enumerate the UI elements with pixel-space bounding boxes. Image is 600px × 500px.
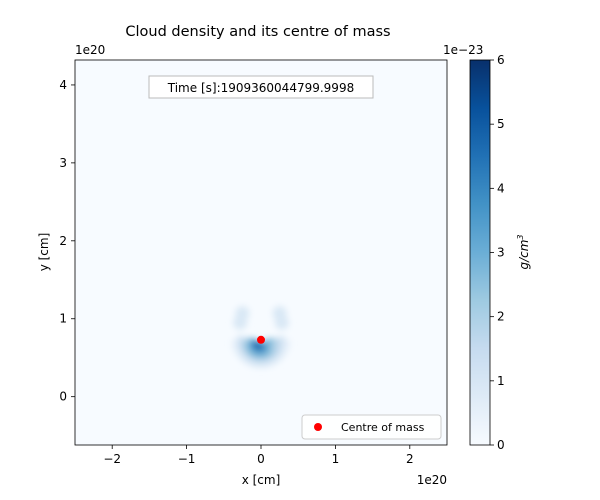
y-axis-label: y [cm]: [37, 233, 51, 272]
colorbar-tick-label: 4: [497, 181, 505, 195]
y-offset-text: 1e20: [75, 43, 105, 57]
time-annotation-text: Time [s]:1909360044799.9998: [167, 81, 354, 95]
y-tick-label: 0: [59, 390, 67, 404]
x-tick-label: −1: [178, 452, 196, 466]
x-tick-label: 0: [257, 452, 265, 466]
legend-marker-centre-of-mass: [314, 423, 322, 431]
y-tick-label: 4: [59, 78, 67, 92]
x-axis-ticks: −2 −1 0 1 2: [103, 445, 414, 466]
colorbar-offset-text: 1e−23: [443, 43, 483, 57]
colorbar-label: g/cm3: [516, 234, 531, 269]
x-tick-label: 1: [332, 452, 340, 466]
centre-of-mass-point: [257, 335, 265, 344]
colorbar: [469, 59, 491, 446]
plot-background: [75, 60, 447, 445]
colorbar-ticks: 0 1 2 3 4 5 6: [490, 53, 505, 452]
time-annotation: Time [s]:1909360044799.9998: [148, 75, 374, 99]
chart-title: Cloud density and its centre of mass: [125, 24, 390, 40]
colorbar-tick-label: 6: [497, 53, 505, 67]
colorbar-label-exponent: 3: [516, 234, 525, 239]
x-tick-label: 2: [406, 452, 414, 466]
colorbar-tick-label: 1: [497, 374, 505, 388]
density-cell: [265, 338, 273, 346]
legend: Centre of mass: [301, 414, 442, 440]
x-axis-label: x [cm]: [242, 473, 281, 487]
colorbar-tick-label: 0: [497, 438, 505, 452]
legend-label: Centre of mass: [341, 421, 425, 434]
y-tick-label: 2: [59, 234, 67, 248]
density-cell: [272, 306, 287, 321]
colorbar-label-base: g/cm: [517, 240, 531, 270]
x-tick-label: −2: [103, 452, 121, 466]
colorbar-tick-label: 3: [497, 246, 505, 260]
y-tick-label: 3: [59, 156, 67, 170]
colorbar-tick-label: 2: [497, 310, 505, 324]
scatter-layer: [257, 335, 265, 344]
density-cloud: [231, 306, 291, 368]
colorbar-tick-label: 5: [497, 117, 505, 131]
x-offset-text: 1e20: [417, 473, 447, 487]
density-cell: [235, 306, 250, 321]
y-axis-ticks: 0 1 2 3 4: [59, 78, 75, 404]
y-tick-label: 1: [59, 312, 67, 326]
